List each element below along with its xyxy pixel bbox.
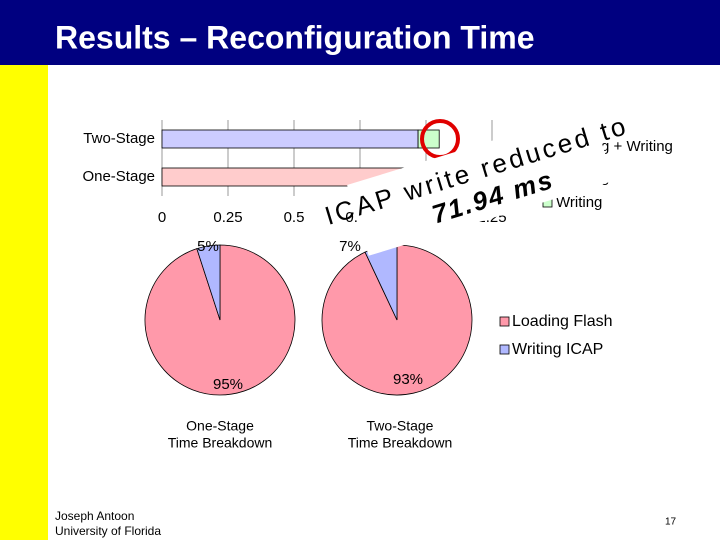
pie-value-label: 93% bbox=[393, 371, 423, 388]
x-tick-label: 0.25 bbox=[213, 209, 242, 226]
annotation-box bbox=[347, 110, 614, 256]
slide-title: Results – Reconfiguration Time bbox=[55, 19, 535, 55]
pie-title: Time Breakdown bbox=[168, 435, 273, 451]
side-stripe bbox=[0, 65, 48, 540]
x-tick-label: 0 bbox=[158, 209, 166, 226]
x-tick-label: 0.5 bbox=[284, 209, 305, 226]
pie-value-label: 5% bbox=[197, 238, 219, 255]
pie-value-label: 7% bbox=[339, 238, 361, 255]
pie-slice bbox=[196, 244, 221, 321]
y-tick-label: Two-Stage bbox=[83, 130, 155, 147]
pie-title: Time Breakdown bbox=[348, 435, 453, 451]
pie-title: One-Stage bbox=[186, 418, 254, 434]
pie-value-label: 95% bbox=[213, 376, 243, 393]
footer-author: Joseph Antoon bbox=[55, 509, 134, 523]
page-number: 17 bbox=[665, 517, 677, 528]
legend-label: Writing ICAP bbox=[512, 341, 603, 358]
footer-author: University of Florida bbox=[55, 524, 161, 538]
legend-label: Writing bbox=[556, 194, 602, 211]
legend-swatch bbox=[499, 344, 510, 355]
legend-swatch bbox=[499, 316, 510, 327]
y-tick-label: One-Stage bbox=[82, 168, 155, 185]
bar bbox=[161, 129, 419, 149]
legend-label: Loading Flash bbox=[512, 313, 613, 330]
header-band bbox=[0, 0, 720, 65]
pie-title: Two-Stage bbox=[367, 418, 434, 434]
